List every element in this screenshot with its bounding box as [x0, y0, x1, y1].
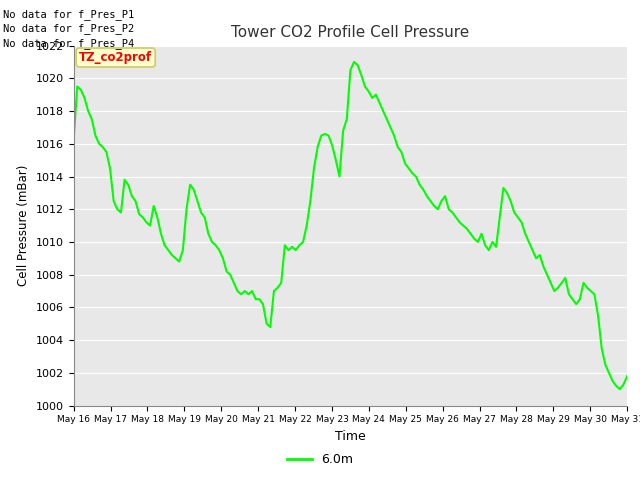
Text: TZ_co2prof: TZ_co2prof [79, 51, 152, 64]
Y-axis label: Cell Pressure (mBar): Cell Pressure (mBar) [17, 165, 30, 286]
Text: No data for f_Pres_P2: No data for f_Pres_P2 [3, 23, 134, 34]
Text: No data for f_Pres_P1: No data for f_Pres_P1 [3, 9, 134, 20]
Legend: 6.0m: 6.0m [282, 448, 358, 471]
Title: Tower CO2 Profile Cell Pressure: Tower CO2 Profile Cell Pressure [231, 25, 470, 40]
Text: No data for f_Pres_P4: No data for f_Pres_P4 [3, 37, 134, 48]
X-axis label: Time: Time [335, 430, 366, 443]
